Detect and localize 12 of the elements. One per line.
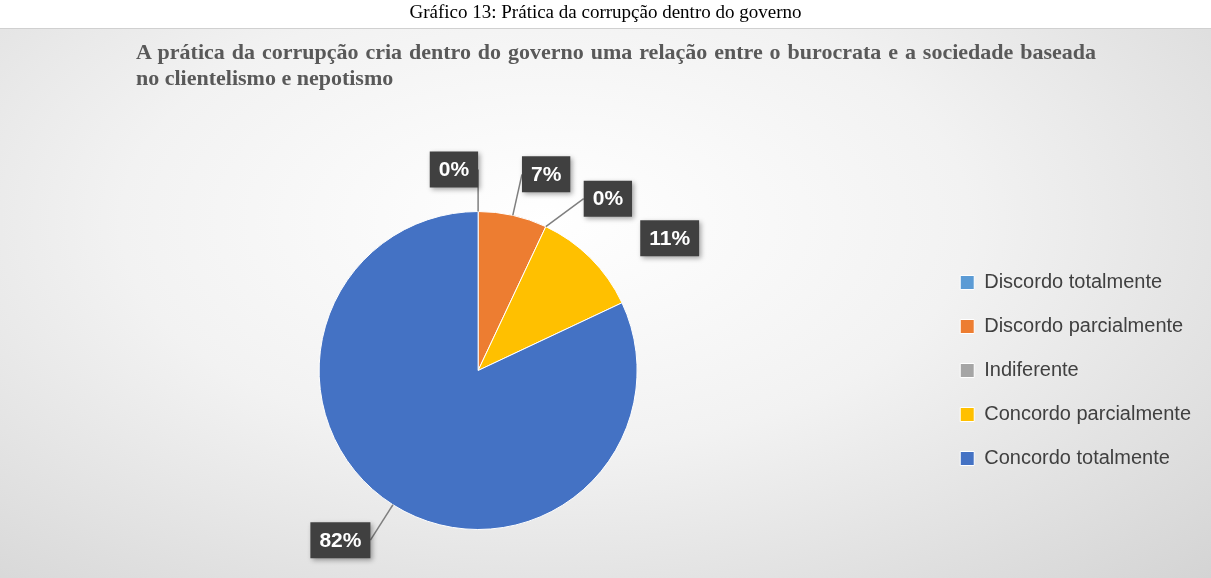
data-label: 82% [319, 528, 362, 552]
data-label: 7% [530, 162, 562, 186]
legend-label: Indiferente [984, 358, 1079, 381]
legend-label: Concordo totalmente [984, 446, 1170, 469]
text: 0% [438, 157, 470, 181]
text: 0% [592, 186, 624, 210]
text: Gráfico 13: Prática da corrupção dentro do governo [408, 0, 803, 24]
chart-title: A prática da corrupção cria dentro do governo uma relação entre o burocrata e a sociedade baseada no clientelismo e nepotismo [136, 39, 1096, 91]
legend-label: Discordo totalmente [984, 270, 1163, 293]
legend-label: Concordo parcialmente [984, 402, 1191, 425]
legend-label: Discordo parcialmente [984, 314, 1184, 337]
data-label: 11% [649, 226, 691, 250]
